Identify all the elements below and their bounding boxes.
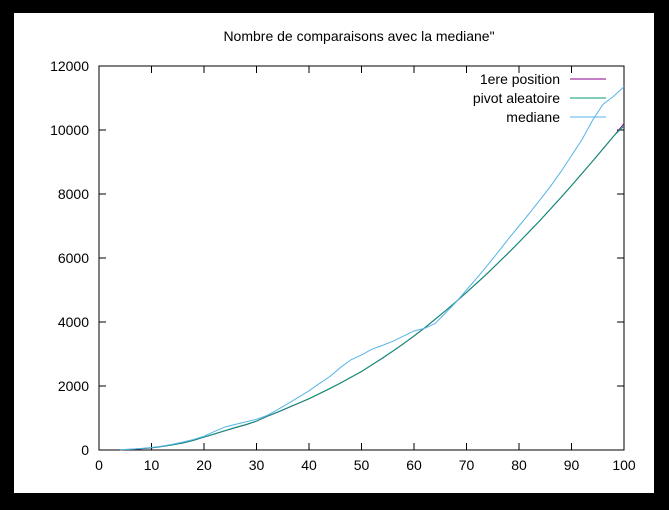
x-tick-label: 20 [196, 457, 212, 473]
legend-label: 1ere position [480, 71, 560, 87]
y-tick-label: 0 [81, 442, 89, 458]
legend-label: pivot aleatoire [473, 90, 560, 106]
y-tick-label: 4000 [58, 314, 89, 330]
chart-canvas: Nombre de comparaisons avec la mediane" … [14, 13, 654, 493]
y-tick-label: 8000 [58, 186, 89, 202]
x-tick-label: 70 [459, 457, 475, 473]
x-tick-label: 100 [612, 457, 636, 473]
y-tick-label: 6000 [58, 250, 89, 266]
y-tick-label: 12000 [50, 58, 89, 74]
chart-title: Nombre de comparaisons avec la mediane" [223, 28, 494, 44]
series-line-3 [119, 86, 625, 451]
x-tick-label: 40 [301, 457, 317, 473]
x-tick-label: 80 [511, 457, 527, 473]
y-tick-label: 10000 [50, 122, 89, 138]
x-tick-label: 30 [249, 457, 265, 473]
legend-label: mediane [506, 109, 560, 125]
x-tick-label: 10 [144, 457, 160, 473]
series-layer [119, 86, 625, 451]
line-chart: Nombre de comparaisons avec la mediane" … [50, 28, 636, 473]
x-tick-label: 0 [95, 457, 103, 473]
axis-layer: 0 10 20 30 40 50 60 70 80 90 100 0 2000 4000 6000 8000 1… [50, 58, 636, 473]
y-tick-label: 2000 [58, 378, 89, 394]
series-line-2 [119, 125, 625, 451]
x-tick-label: 50 [354, 457, 370, 473]
x-tick-label: 60 [406, 457, 422, 473]
series-line-1 [119, 123, 625, 451]
legend: 1ere position pivot aleatoire mediane [473, 71, 606, 125]
x-tick-label: 90 [564, 457, 580, 473]
